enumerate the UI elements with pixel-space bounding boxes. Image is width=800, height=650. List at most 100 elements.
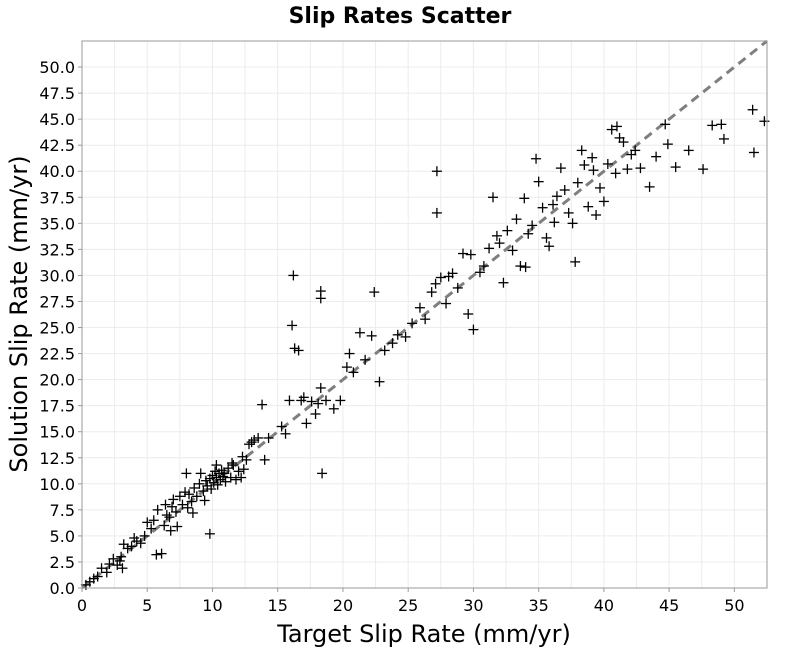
data-point: [502, 225, 513, 236]
data-point: [348, 367, 359, 378]
data-point: [541, 232, 552, 243]
data-point: [511, 214, 522, 225]
data-point: [716, 119, 727, 130]
data-point: [559, 184, 570, 195]
data-point: [570, 256, 581, 267]
data-point: [288, 270, 299, 281]
data-point: [452, 282, 463, 293]
reference-line: [81, 39, 768, 590]
data-point: [263, 432, 274, 443]
data-point: [662, 139, 673, 150]
data-point: [191, 491, 202, 502]
data-point: [189, 482, 200, 493]
data-point: [233, 466, 244, 477]
y-tick-label: 50.0: [39, 58, 75, 77]
data-point: [579, 159, 590, 170]
data-point: [651, 151, 662, 162]
data-point: [354, 327, 365, 338]
data-point: [407, 318, 418, 329]
data-point: [160, 499, 171, 510]
data-point: [443, 271, 454, 282]
data-point: [204, 528, 215, 539]
data-point: [96, 563, 107, 574]
data-point: [161, 510, 172, 521]
y-tick-label: 45.0: [39, 110, 75, 129]
data-point: [494, 238, 505, 249]
data-point: [284, 395, 295, 406]
data-point: [211, 460, 222, 471]
data-point: [519, 193, 530, 204]
data-point: [313, 398, 324, 409]
x-tick-label: 35: [528, 596, 548, 615]
data-point: [369, 287, 380, 298]
data-point: [463, 308, 474, 319]
data-point: [567, 218, 578, 229]
x-tick-label: 5: [142, 596, 152, 615]
y-tick-label: 42.5: [39, 136, 75, 155]
data-point: [635, 163, 646, 174]
data-point: [177, 499, 188, 510]
data-point: [520, 262, 531, 273]
y-tick-label: 25.0: [39, 319, 75, 338]
data-point: [435, 272, 446, 283]
data-point: [164, 512, 175, 523]
data-point: [199, 495, 210, 506]
data-point: [598, 196, 609, 207]
x-tick-label: 50: [724, 596, 744, 615]
x-tick-label: 10: [202, 596, 222, 615]
data-point: [465, 249, 476, 260]
data-point: [611, 121, 622, 132]
y-tick-label: 5.0: [50, 527, 75, 546]
data-point: [420, 314, 431, 325]
x-tick-label: 20: [333, 596, 353, 615]
data-point: [174, 491, 185, 502]
data-point: [182, 502, 193, 513]
data-point: [315, 293, 326, 304]
data-point: [223, 463, 234, 474]
data-point: [498, 277, 509, 288]
data-point: [488, 192, 498, 203]
y-tick-label: 22.5: [39, 345, 75, 364]
y-tick-label: 10.0: [39, 475, 75, 494]
data-point: [181, 468, 192, 479]
data-point: [298, 392, 309, 403]
y-tick-label: 27.5: [39, 292, 75, 311]
data-point: [172, 521, 183, 532]
data-point: [220, 476, 231, 487]
data-point: [523, 228, 534, 239]
data-point: [400, 331, 411, 342]
data-point: [366, 330, 377, 341]
data-point: [306, 396, 317, 407]
x-tick-label: 0: [77, 596, 87, 615]
data-point: [563, 207, 574, 218]
x-tick-label: 15: [268, 596, 288, 615]
data-point: [126, 541, 137, 552]
data-point: [114, 555, 125, 566]
data-point: [414, 302, 425, 313]
data-point: [484, 243, 495, 254]
data-point: [392, 329, 403, 340]
data-point: [572, 177, 583, 188]
data-point: [170, 506, 181, 517]
data-point: [212, 479, 223, 490]
x-tick-label: 45: [659, 596, 679, 615]
data-point: [374, 376, 385, 387]
data-point: [527, 220, 538, 231]
x-axis-label: Target Slip Rate (mm/yr): [276, 620, 571, 648]
data-point: [618, 137, 629, 148]
data-point: [515, 261, 526, 272]
data-point: [748, 147, 759, 158]
data-point: [206, 484, 217, 495]
y-tick-label: 37.5: [39, 188, 75, 207]
data-point: [112, 560, 123, 571]
data-point: [707, 120, 718, 131]
x-tick-label: 30: [463, 596, 483, 615]
data-point: [588, 165, 599, 176]
data-point: [237, 451, 248, 462]
data-point: [101, 567, 112, 578]
data-point: [474, 267, 485, 278]
y-tick-label: 30.0: [39, 266, 75, 285]
y-tick-label: 40.0: [39, 162, 75, 181]
